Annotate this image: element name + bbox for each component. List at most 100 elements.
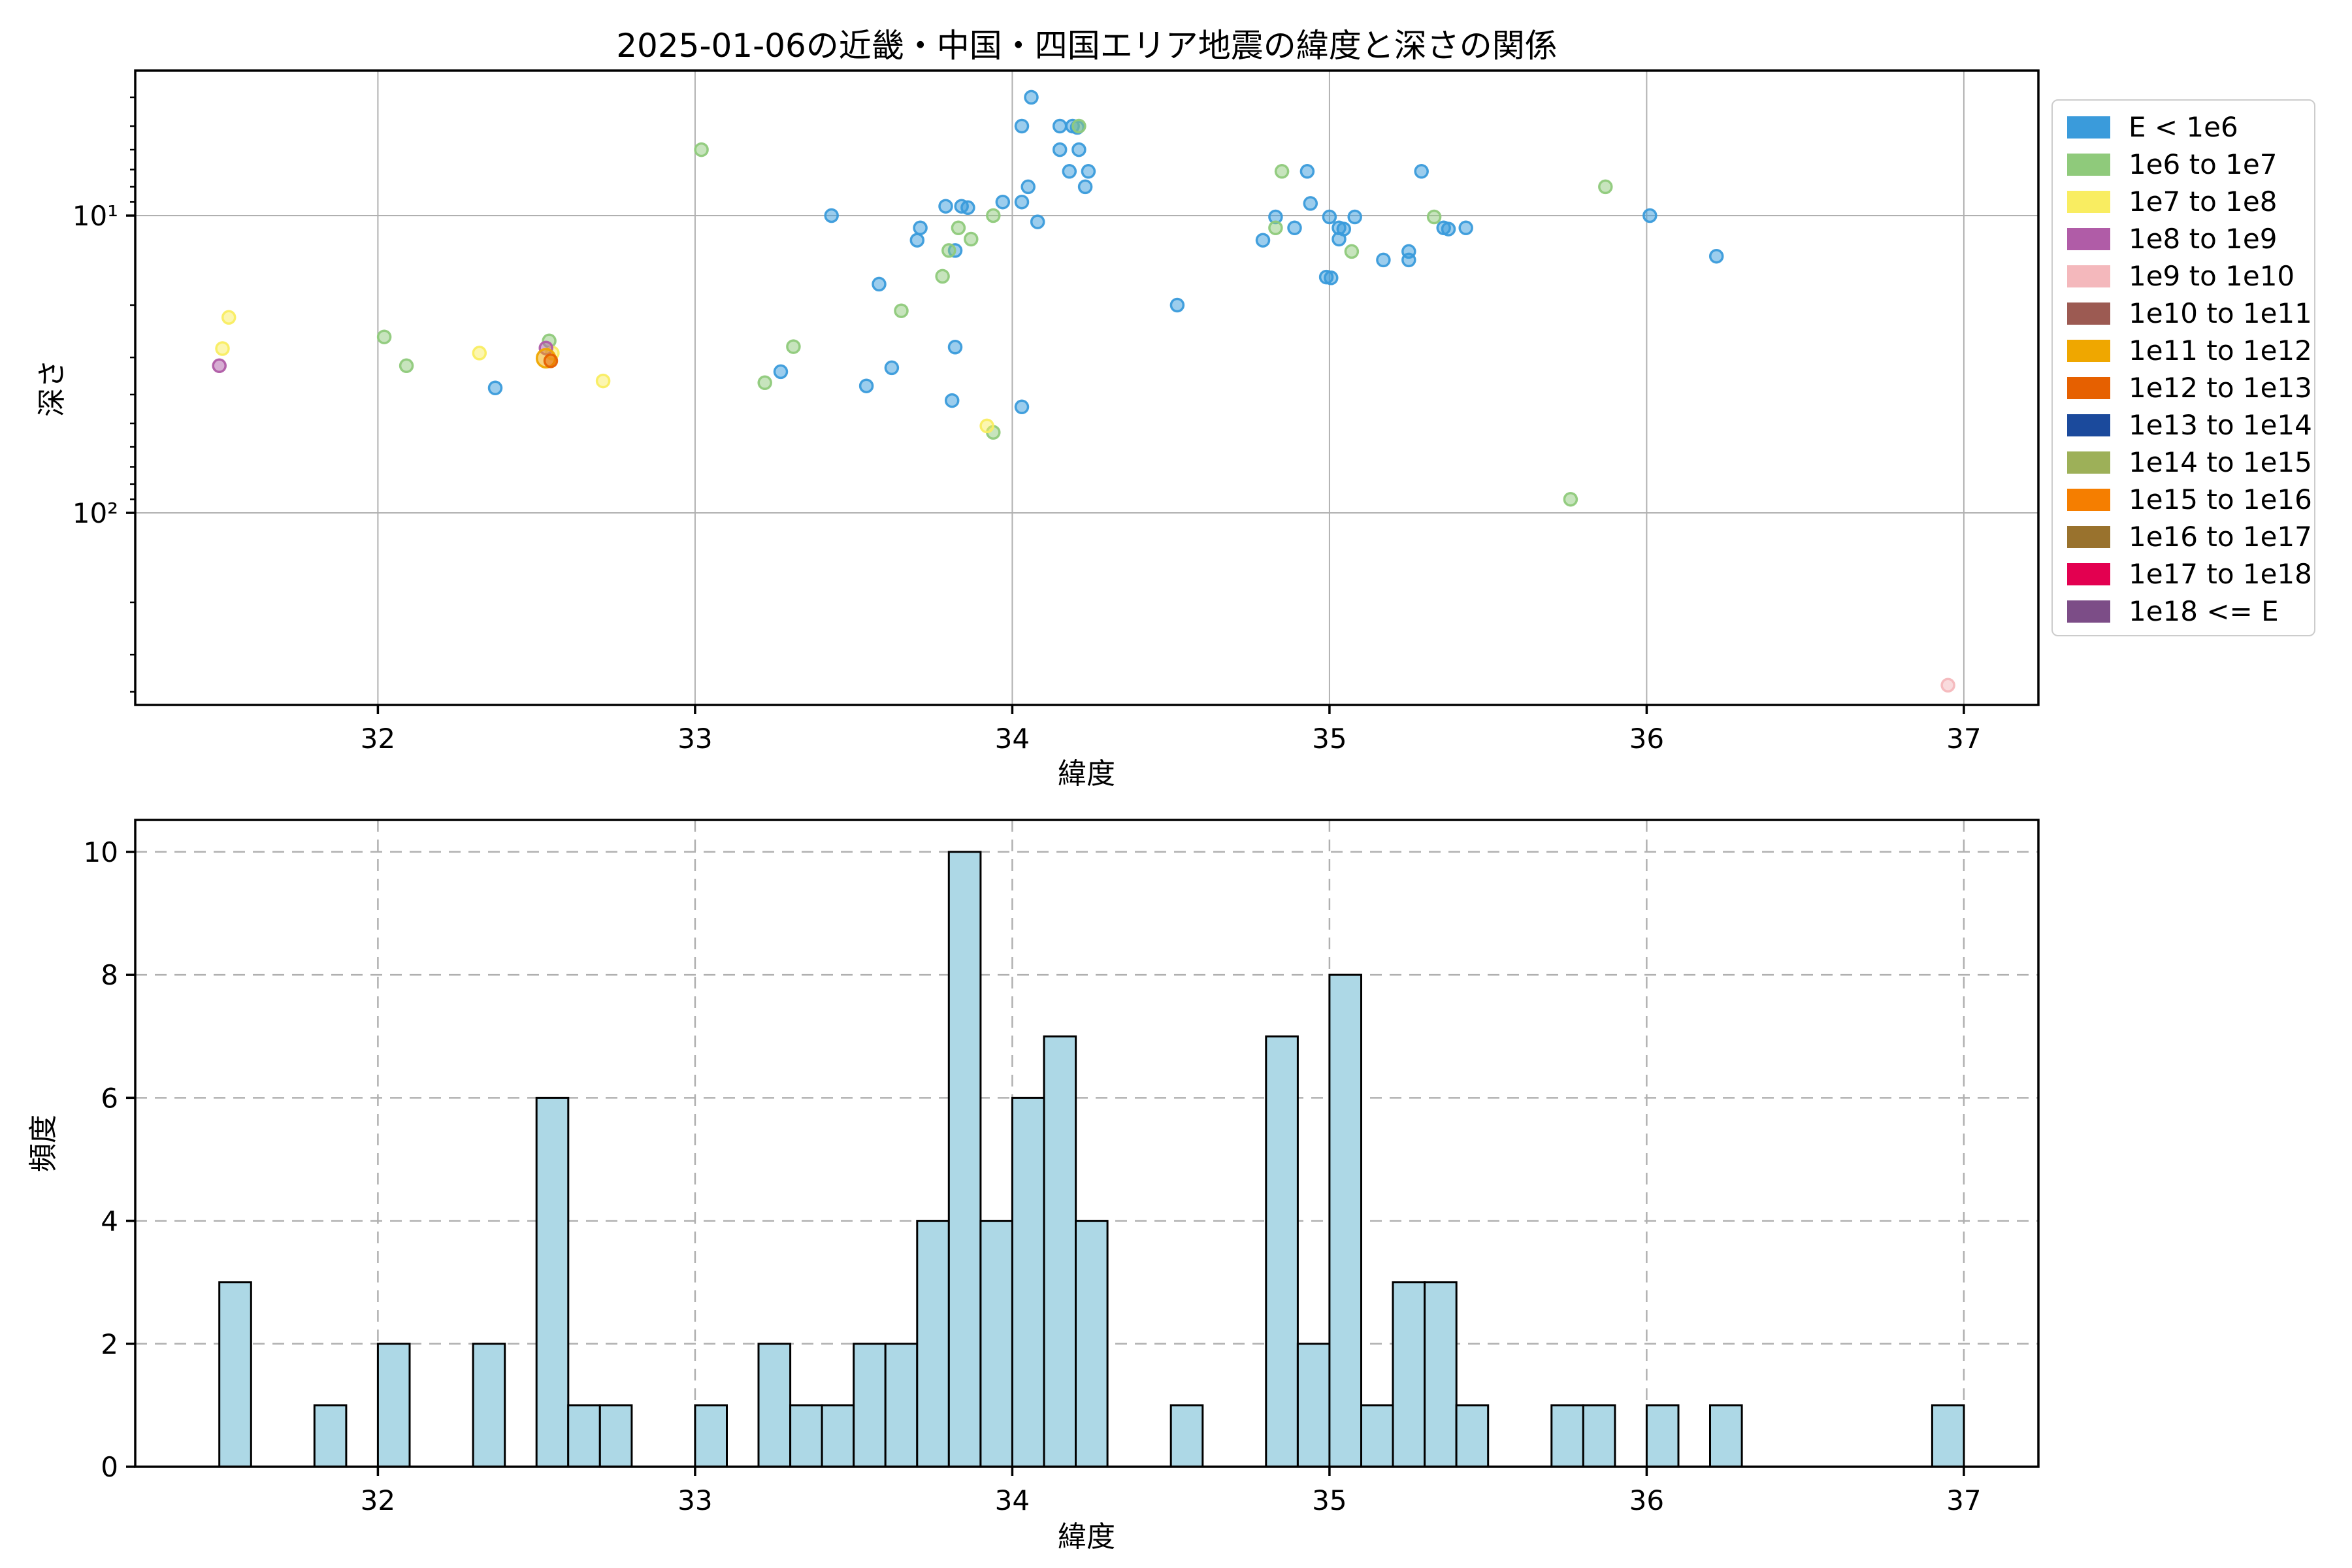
figure-title: 2025-01-06の近畿・中国・四国エリア地震の緯度と深さの関係 (616, 27, 1558, 65)
scatter-point (1642, 208, 1658, 223)
y-tick-label: 4 (101, 1205, 118, 1237)
energy-legend: E < 1e6 1e6 to 1e7 1e7 to 1e8 1e8 to 1e9 1e9… (2051, 99, 2315, 636)
scatter-point (938, 199, 953, 214)
scatter-point (986, 208, 1001, 223)
histogram-bar (1011, 1096, 1045, 1468)
scatter-point (595, 373, 611, 389)
scatter-point (773, 364, 789, 380)
scatter-point (884, 360, 900, 376)
histogram-bar (979, 1220, 1014, 1468)
legend-swatch-icon (2067, 190, 2110, 213)
scatter-point (1024, 90, 1039, 105)
scatter-point (1077, 179, 1093, 195)
scatter-point (995, 194, 1011, 210)
x-tick-label: 36 (1629, 723, 1664, 755)
scatter-point (979, 418, 994, 434)
scatter-point (944, 393, 960, 408)
scatter-point (1021, 179, 1036, 195)
legend-swatch-icon (2067, 451, 2110, 474)
x-tick-label: 36 (1629, 1484, 1664, 1516)
histogram-bar (1709, 1404, 1743, 1468)
scatter-point (951, 220, 966, 236)
scatter-point (1441, 221, 1456, 237)
histogram-bar (757, 1343, 792, 1468)
histogram-bar (1582, 1404, 1616, 1468)
histogram-bar (1043, 1035, 1077, 1468)
scatter-point (786, 339, 801, 354)
legend-label: 1e13 to 1e14 (2129, 409, 2312, 441)
scatter-point (1940, 678, 1955, 693)
scatter-point (487, 380, 503, 396)
hist-axes-frame (134, 819, 2040, 1468)
scatter-x-axis-label: 緯度 (1058, 757, 1115, 791)
histogram-bar (1265, 1035, 1299, 1468)
scatter-point (964, 231, 979, 247)
scatter-point (935, 269, 950, 284)
y-tick-label: 0 (101, 1451, 118, 1483)
legend-label: 1e9 to 1e10 (2129, 260, 2295, 292)
histogram-bar (1424, 1281, 1458, 1468)
scatter-point (1324, 270, 1339, 286)
legend-entry: 1e11 to 1e12 (2067, 332, 2314, 369)
scatter-point (1014, 399, 1030, 415)
histogram-bar (1645, 1404, 1680, 1468)
legend-label: 1e14 to 1e15 (2129, 446, 2312, 478)
scatter-y-axis-label: 深さ (35, 359, 69, 417)
scatter-point (215, 341, 230, 356)
legend-entry: 1e8 to 1e9 (2067, 220, 2314, 257)
scatter-point (1598, 179, 1613, 195)
legend-label: 1e16 to 1e17 (2129, 521, 2312, 553)
scatter-point (913, 220, 928, 236)
histogram-bar (535, 1096, 570, 1468)
legend-label: 1e8 to 1e9 (2129, 223, 2278, 255)
y-tick-label: 2 (101, 1328, 118, 1360)
histogram-bar (218, 1281, 252, 1468)
x-tick-label: 32 (361, 723, 395, 755)
legend-label: 1e7 to 1e8 (2129, 186, 2278, 218)
x-tick-label: 35 (1312, 1484, 1347, 1516)
histogram-bar (694, 1404, 728, 1468)
histogram-bar (472, 1343, 506, 1468)
histogram-bar (1075, 1220, 1109, 1468)
legend-label: 1e11 to 1e12 (2129, 335, 2312, 367)
legend-entry: 1e12 to 1e13 (2067, 369, 2314, 406)
y-tick-label: 8 (101, 959, 118, 991)
histogram-bar (853, 1343, 887, 1468)
legend-swatch-icon (2067, 525, 2110, 548)
scatter-point (1299, 164, 1315, 179)
legend-entry: 1e9 to 1e10 (2067, 257, 2314, 295)
histogram-bar (1931, 1404, 1965, 1468)
scatter-point (221, 310, 237, 325)
scatter-point (1014, 118, 1030, 134)
scatter-point (1081, 164, 1096, 179)
histogram-bar (313, 1404, 348, 1468)
scatter-point (1287, 220, 1302, 236)
legend-swatch-icon (2067, 116, 2110, 139)
scatter-point (1458, 220, 1473, 236)
scatter-point (1255, 233, 1271, 248)
scatter-point (1322, 209, 1337, 225)
y-tick-label: 10 (84, 836, 118, 868)
x-tick-label: 34 (995, 723, 1030, 755)
scatter-point (1331, 231, 1347, 247)
legend-swatch-icon (2067, 600, 2110, 623)
legend-entry: 1e13 to 1e14 (2067, 406, 2314, 444)
histogram-bar (598, 1404, 633, 1468)
legend-entry: 1e10 to 1e11 (2067, 295, 2314, 332)
legend-swatch-icon (2067, 563, 2110, 585)
scatter-point (1071, 142, 1086, 157)
x-tick-label: 32 (361, 1484, 395, 1516)
legend-label: E < 1e6 (2129, 111, 2238, 143)
histogram-bar (1455, 1404, 1490, 1468)
scatter-point (1414, 164, 1429, 179)
x-tick-label: 37 (1946, 723, 1981, 755)
scatter-point (1426, 209, 1442, 225)
x-tick-label: 35 (1312, 723, 1347, 755)
scatter-point (757, 375, 772, 391)
x-tick-label: 33 (678, 1484, 712, 1516)
scatter-point (1052, 118, 1068, 134)
scatter-point (824, 208, 839, 223)
scatter-point (1169, 297, 1185, 313)
legend-swatch-icon (2067, 339, 2110, 362)
